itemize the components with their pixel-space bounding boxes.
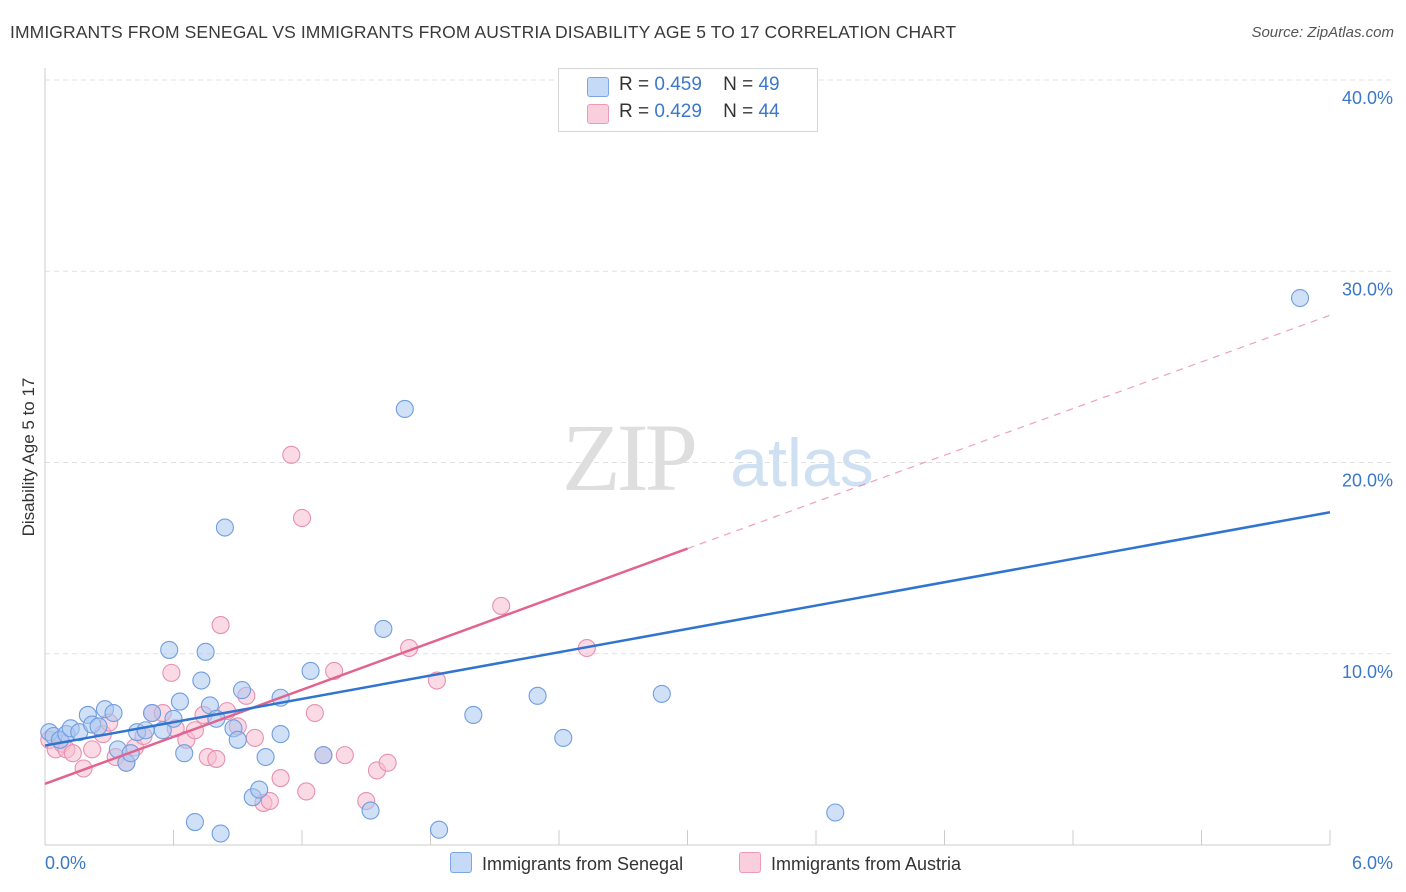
series-senegal-points [40, 288, 1310, 843]
austria-point-26 [245, 728, 264, 747]
senegal-r-label: R = [619, 74, 650, 95]
gridlines [45, 79, 1395, 655]
senegal-point-43 [464, 705, 483, 725]
austria-point-6 [83, 740, 102, 759]
bottom-legend-austria: Immigrants from Austria [739, 852, 961, 875]
senegal-point-28 [215, 518, 234, 537]
senegal-point-38 [314, 746, 333, 765]
x-tick-label-max: 6.0% [1352, 853, 1393, 873]
senegal-point-16 [143, 703, 162, 723]
senegal-point-10 [104, 703, 123, 723]
senegal-point-41 [395, 399, 414, 419]
bottom-austria-label: Immigrants from Austria [771, 854, 962, 874]
bottom-senegal-label: Immigrants from Senegal [482, 854, 684, 874]
senegal-point-27 [211, 824, 230, 843]
austria-trend-line [44, 547, 688, 785]
senegal-point-37 [301, 661, 320, 681]
senegal-point-22 [185, 812, 204, 832]
senegal-n-value: 49 [758, 74, 780, 95]
senegal-point-44 [528, 686, 547, 705]
senegal-point-48 [1290, 288, 1310, 308]
source-label: Source: ZipAtlas.com [1251, 24, 1394, 41]
senegal-point-19 [164, 709, 183, 728]
senegal-n-label: N = [723, 74, 754, 95]
austria-n-value: 44 [758, 101, 780, 122]
x-tick-label-min: 0.0% [45, 853, 86, 873]
senegal-point-20 [170, 692, 189, 711]
senegal-trend-line [44, 510, 1331, 747]
chart-title: IMMIGRANTS FROM SENEGAL VS IMMIGRANTS FR… [10, 22, 957, 42]
watermark-zip: ZIP [562, 404, 695, 511]
y-tick-label-1: 20.0% [1342, 471, 1393, 491]
austria-point-31 [292, 508, 312, 528]
axes [44, 68, 1331, 846]
austria-point-32 [297, 782, 316, 801]
austria-point-36 [335, 746, 354, 765]
senegal-point-47 [826, 803, 845, 822]
senegal-point-23 [192, 671, 211, 690]
watermark: ZIP atlas [562, 404, 874, 511]
senegal-point-36 [271, 725, 290, 744]
trend-lines [44, 314, 1331, 785]
senegal-point-34 [256, 747, 275, 767]
austria-r-value: 0.429 [654, 101, 702, 122]
senegal-point-30 [228, 730, 247, 749]
senegal-point-33 [250, 780, 269, 799]
austria-point-30 [282, 445, 301, 464]
senegal-point-42 [430, 820, 449, 839]
austria-point-4 [63, 744, 82, 763]
austria-point-33 [305, 703, 324, 723]
austria-point-21 [207, 749, 226, 768]
bottom-legend-senegal: Immigrants from Senegal [450, 852, 683, 875]
austria-point-42 [492, 596, 511, 615]
y-tick-label-0: 10.0% [1342, 662, 1393, 682]
austria-point-29 [271, 769, 290, 788]
austria-swatch [587, 104, 609, 124]
senegal-point-39 [361, 801, 380, 820]
senegal-swatch [587, 77, 609, 97]
y-tick-label-3: 40.0% [1342, 88, 1393, 108]
austria-trend-extension [687, 314, 1331, 550]
senegal-point-15 [136, 721, 155, 740]
senegal-point-21 [175, 744, 194, 763]
y-tick-label-2: 30.0% [1342, 279, 1393, 299]
austria-point-28 [260, 791, 279, 811]
senegal-point-45 [554, 728, 573, 747]
senegal-point-24 [196, 642, 215, 661]
watermark-atlas: atlas [730, 425, 874, 501]
austria-point-15 [162, 663, 181, 682]
bottom-senegal-swatch [450, 852, 472, 873]
y-axis-title: Disability Age 5 to 17 [19, 378, 38, 537]
austria-point-39 [378, 753, 397, 772]
austria-point-18 [185, 721, 204, 740]
austria-point-22 [211, 616, 230, 635]
senegal-point-8 [89, 717, 108, 736]
senegal-point-46 [652, 684, 671, 703]
austria-n-label: N = [723, 101, 754, 122]
senegal-point-31 [232, 681, 252, 700]
senegal-r-value: 0.459 [654, 74, 702, 95]
senegal-point-40 [374, 619, 393, 638]
axis-labels: 10.0% 20.0% 30.0% 40.0% 0.0% 6.0% Disability A… [19, 88, 1393, 873]
bottom-austria-swatch [739, 852, 761, 873]
austria-r-label: R = [619, 101, 650, 122]
stats-legend: R = 0.459 N = 49 R = 0.429 N = 44 [558, 68, 818, 132]
senegal-point-18 [160, 640, 179, 659]
